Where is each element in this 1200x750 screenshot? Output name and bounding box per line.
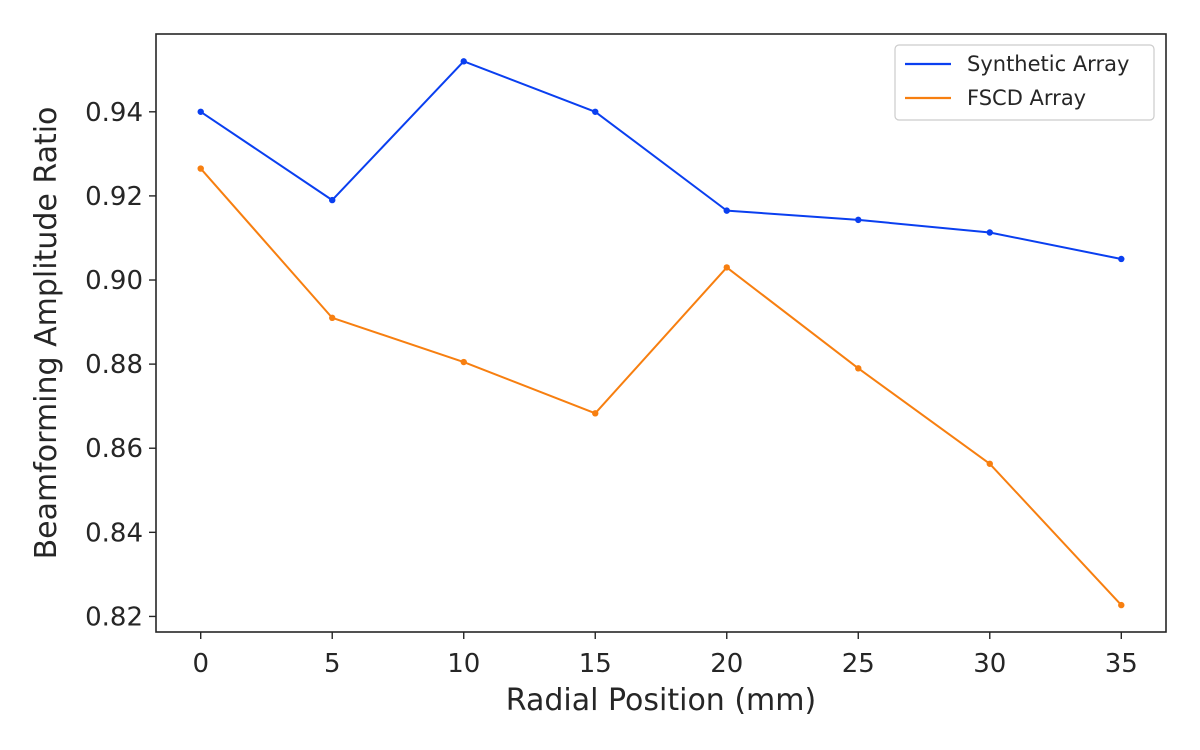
y-tick-label: 0.88 [85, 350, 143, 380]
data-point-synthetic-array [592, 108, 599, 115]
y-tick-label: 0.82 [85, 602, 143, 632]
data-point-synthetic-array [986, 229, 993, 236]
legend-label-synthetic-array: Synthetic Array [967, 52, 1129, 76]
x-tick-label: 30 [973, 649, 1006, 679]
data-point-fscd-array [723, 264, 730, 271]
x-tick-label: 0 [192, 649, 209, 679]
legend-label-fscd-array: FSCD Array [967, 86, 1086, 110]
legend-box [894, 44, 1155, 121]
plot-frame [155, 33, 1167, 633]
data-point-fscd-array [1118, 601, 1125, 609]
data-point-fscd-array [855, 365, 862, 372]
plot-background [156, 34, 1166, 632]
data-point-synthetic-array [460, 58, 467, 65]
data-point-fscd-array [592, 410, 599, 417]
x-tick-label: 20 [710, 649, 743, 679]
data-point-synthetic-array [197, 108, 204, 115]
series-layer [197, 58, 1125, 609]
data-point-fscd-array [460, 358, 467, 366]
series-line-fscd-array [199, 167, 1123, 606]
x-tick-label: 35 [1105, 649, 1138, 679]
data-point-fscd-array [986, 460, 993, 467]
y-tick-label: 0.90 [85, 266, 143, 296]
data-point-fscd-array [197, 165, 204, 172]
x-tick-label: 10 [447, 649, 480, 679]
x-tick-label: 15 [579, 649, 612, 679]
data-point-synthetic-array [855, 216, 862, 224]
y-axis-ticks: 0.82 0.84 0.86 0.88 0.90 0.92 0.94 [85, 98, 156, 632]
y-tick-label: 0.94 [85, 98, 143, 128]
x-axis-label: Radial Position (mm) [506, 683, 816, 718]
x-tick-label: 5 [324, 649, 341, 679]
data-point-synthetic-array [723, 207, 730, 214]
series-line-synthetic-array [200, 60, 1122, 260]
data-point-synthetic-array [329, 196, 336, 204]
x-tick-label: 25 [842, 649, 875, 679]
x-axis-ticks: 0 5 10 15 20 25 30 35 [192, 632, 1138, 679]
data-point-fscd-array [329, 314, 336, 322]
y-tick-label: 0.92 [85, 182, 143, 212]
data-point-synthetic-array [1118, 255, 1125, 263]
y-tick-label: 0.84 [85, 518, 143, 548]
y-axis-label: Beamforming Amplitude Ratio [29, 107, 64, 560]
legend: Synthetic Array FSCD Array [894, 44, 1155, 121]
y-tick-label: 0.86 [85, 434, 143, 464]
